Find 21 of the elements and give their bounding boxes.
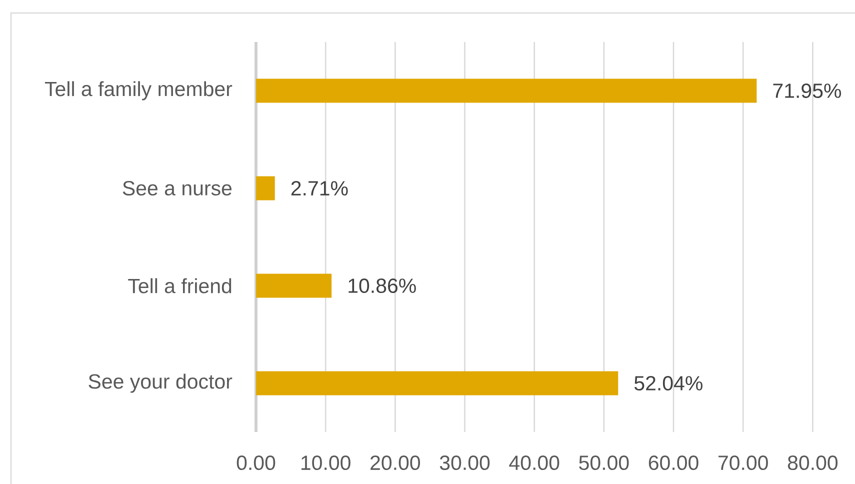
x-tick-label: 70.00 (718, 456, 768, 470)
x-tick-label: 30.00 (440, 456, 490, 470)
data-label: 10.86% (348, 278, 416, 294)
bar (256, 274, 332, 298)
y-tick-label: Tell a friend (128, 278, 232, 294)
bar (256, 371, 618, 396)
y-tick-label: See a nurse (122, 180, 232, 196)
x-tick-label: 20.00 (370, 456, 420, 470)
x-tick-label: 60.00 (648, 456, 698, 470)
x-tick-label: 80.00 (788, 456, 838, 470)
x-tick-label: 0.00 (236, 456, 276, 470)
data-label: 52.04% (634, 376, 702, 391)
data-label: 2.71% (291, 181, 348, 196)
x-tick-label: 40.00 (509, 456, 560, 470)
y-tick-label: See your doctor (88, 374, 232, 393)
bar (256, 78, 757, 103)
y-tick-label: Tell a family member (44, 81, 232, 100)
data-label: 71.95% (773, 83, 841, 98)
bar (256, 176, 275, 200)
x-tick-label: 50.00 (579, 456, 629, 470)
x-tick-label: 10.00 (302, 456, 350, 470)
